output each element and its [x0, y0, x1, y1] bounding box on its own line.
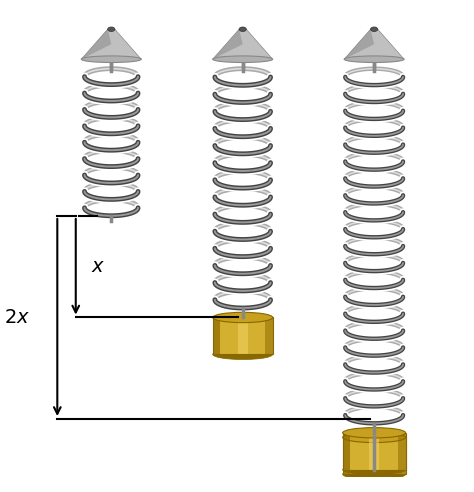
Ellipse shape: [343, 464, 406, 475]
Bar: [398, 437, 406, 474]
Polygon shape: [344, 29, 374, 59]
Ellipse shape: [213, 312, 273, 323]
Bar: [343, 433, 406, 470]
Bar: [369, 437, 379, 474]
Ellipse shape: [343, 432, 406, 443]
Bar: [238, 317, 247, 354]
Ellipse shape: [108, 27, 115, 31]
Text: $2x$: $2x$: [4, 308, 30, 327]
Polygon shape: [81, 29, 111, 59]
Polygon shape: [213, 29, 273, 59]
Bar: [369, 433, 379, 470]
Ellipse shape: [371, 27, 378, 31]
Bar: [213, 317, 273, 354]
Bar: [265, 317, 273, 354]
Ellipse shape: [343, 469, 406, 480]
Polygon shape: [81, 29, 141, 59]
Bar: [213, 317, 220, 354]
Ellipse shape: [239, 27, 246, 31]
Bar: [398, 433, 406, 470]
Polygon shape: [344, 29, 404, 59]
Ellipse shape: [213, 349, 273, 360]
Ellipse shape: [81, 56, 141, 62]
Ellipse shape: [213, 56, 273, 62]
Bar: [213, 317, 273, 354]
Text: $x$: $x$: [91, 257, 105, 276]
Bar: [343, 437, 406, 474]
Ellipse shape: [343, 428, 406, 438]
Bar: [343, 437, 350, 474]
Ellipse shape: [344, 56, 404, 62]
Bar: [343, 433, 350, 470]
Polygon shape: [213, 29, 243, 59]
Bar: [343, 437, 406, 474]
Bar: [343, 433, 406, 470]
